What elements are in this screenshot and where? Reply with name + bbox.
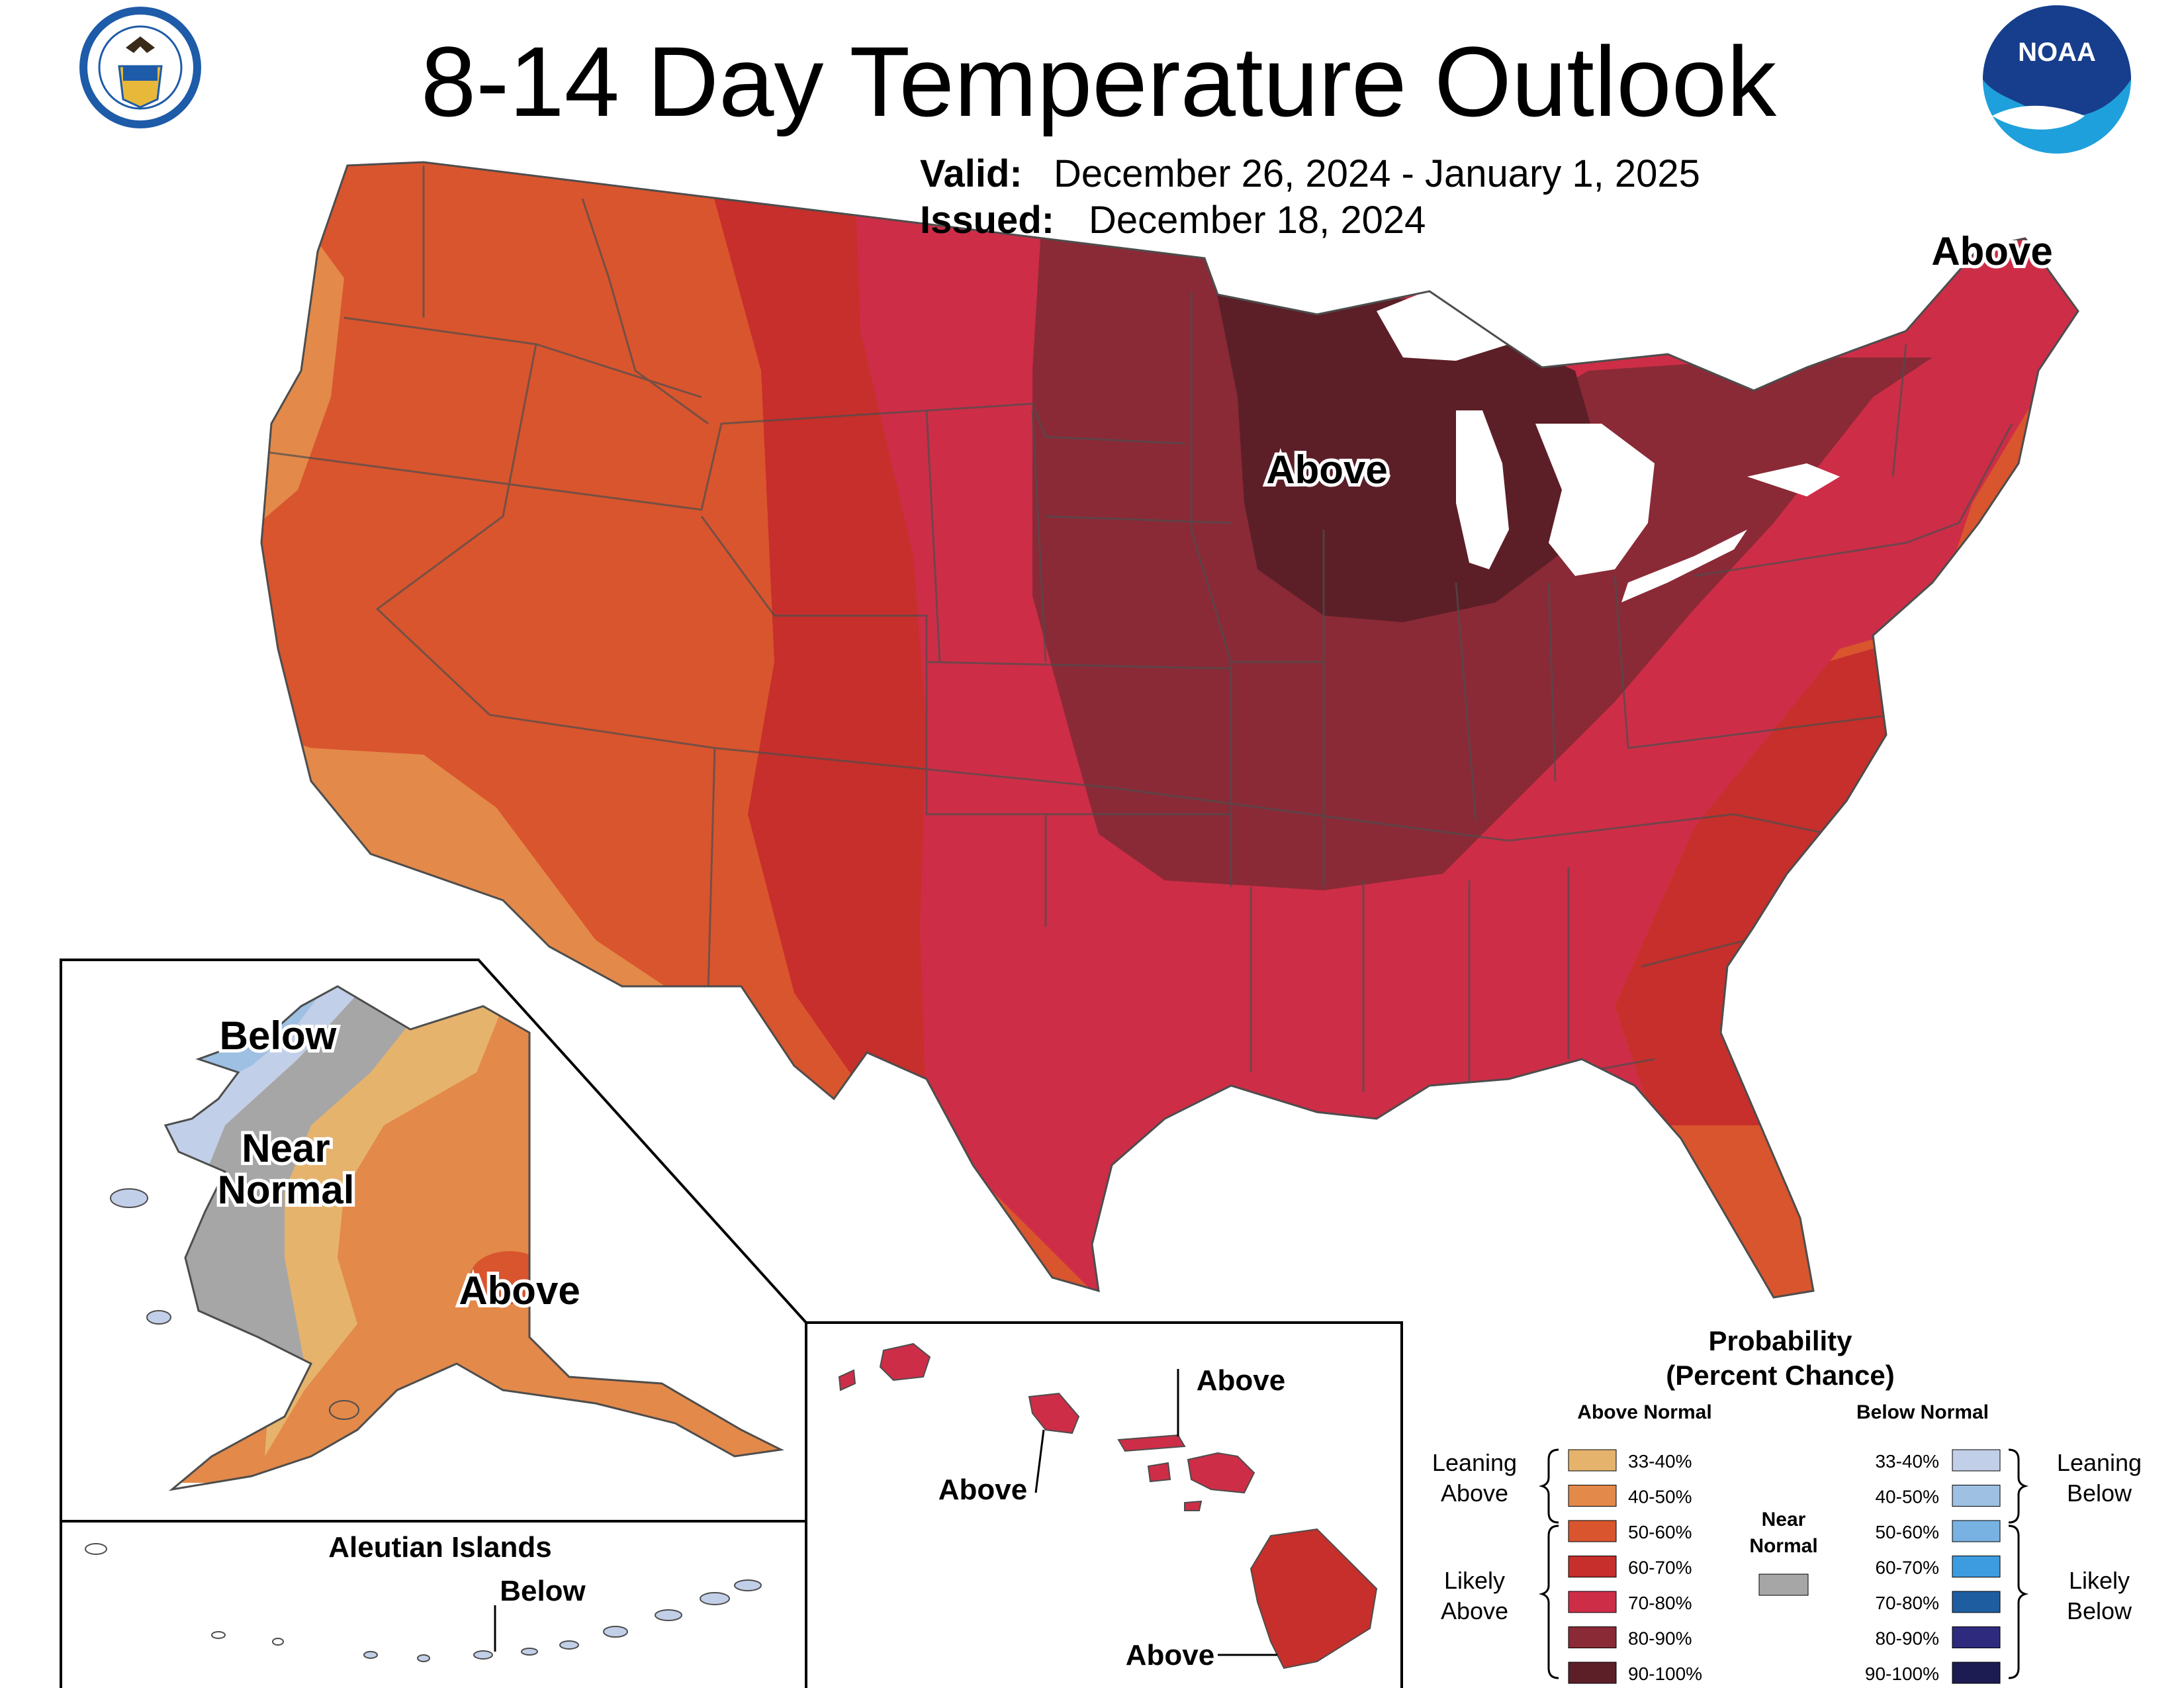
legend-below-swatch-6 <box>1952 1662 2001 1684</box>
issued-date: December 18, 2024 <box>1089 199 1426 242</box>
lake-huron-erie-ontario <box>1535 424 1840 602</box>
hawaii-oahu <box>1028 1392 1080 1434</box>
hawaii-niihau <box>838 1369 856 1391</box>
legend-below-swatch-4 <box>1952 1591 2001 1613</box>
legend: Probability (Percent Chance) Above Norma… <box>1432 1325 2142 1684</box>
page-title: 8-14 Day Temperature Outlook <box>421 26 1777 137</box>
legend-below-swatches: 33-40% 40-50% 50-60% 60-70% 70-80% 80-90% 90-1… <box>1865 1449 2001 1684</box>
legend-below-swatch-3 <box>1952 1556 2001 1577</box>
legend-below-range-label-0: 33-40% <box>1875 1451 1939 1472</box>
noaa-logo: NOAA <box>1983 5 2131 154</box>
legend-above-range-label-1: 40-50% <box>1628 1487 1692 1507</box>
alaska-near-label-2: Normal <box>218 1168 355 1212</box>
legend-below-swatch-5 <box>1952 1626 2001 1648</box>
issued-label: Issued: <box>920 199 1054 242</box>
conus-northeast-label: Above <box>1931 229 2052 273</box>
legend-near-normal-swatch <box>1758 1573 1809 1596</box>
legend-above-swatches: 33-40% 40-50% 50-60% 60-70% 70-80% 80-90% 90-1… <box>1568 1449 1702 1684</box>
hawaii-maui-label: Above <box>1197 1364 1285 1397</box>
legend-above-swatch-5 <box>1568 1626 1617 1648</box>
legend-likely-below-1: Likely <box>2069 1567 2130 1594</box>
legend-above-range-label-5: 80-90% <box>1628 1628 1692 1649</box>
legend-title-2: (Percent Chance) <box>1666 1360 1894 1391</box>
legend-above-swatch-2 <box>1568 1520 1617 1542</box>
legend-above-swatch-6 <box>1568 1662 1617 1684</box>
alaska-above-label: Above <box>459 1268 580 1313</box>
legend-leaning-above-1: Leaning <box>1432 1449 1517 1476</box>
legend-title-1: Probability <box>1708 1325 1852 1356</box>
conus-60-70-zone <box>702 162 1985 1258</box>
legend-above-swatch-3 <box>1568 1556 1617 1577</box>
alaska-inset: Below Near Normal Above <box>60 959 807 1523</box>
legend-above-range-label-6: 90-100% <box>1628 1664 1702 1684</box>
legend-likely-above-2: Above <box>1441 1597 1508 1624</box>
state-borders <box>261 165 2013 1092</box>
legend-above-range-label-3: 60-70% <box>1628 1558 1692 1578</box>
hawaii-inset: Above Above Above <box>805 1321 1403 1688</box>
legend-leaning-above-2: Above <box>1441 1479 1508 1507</box>
legend-near-label-2: Normal <box>1749 1535 1817 1557</box>
legend-brackets <box>1538 1448 2029 1679</box>
valid-dates: December 26, 2024 - January 1, 2025 <box>1054 152 1700 195</box>
aleutian-below-label: Below <box>500 1575 586 1607</box>
hawaii-big-island-label: Above <box>1126 1639 1214 1671</box>
lake-superior <box>1377 271 1588 361</box>
hawaii-kahoolawe <box>1184 1500 1203 1511</box>
conus-upper-midwest-label: Above <box>1266 447 1387 492</box>
valid-label: Valid: <box>920 152 1023 195</box>
legend-below-range-label-4: 70-80% <box>1875 1593 1939 1613</box>
lake-michigan <box>1456 410 1509 569</box>
legend-above-range-label-4: 70-80% <box>1628 1593 1692 1613</box>
alaska-below-label: Below <box>220 1013 337 1058</box>
legend-above-swatch-0 <box>1568 1449 1617 1472</box>
aleutian-islands <box>85 1543 762 1662</box>
conus-40-50-zone <box>261 162 695 1059</box>
legend-above-range-label-2: 50-60% <box>1628 1522 1692 1542</box>
hawaii-big-island <box>1250 1528 1378 1669</box>
legend-above-swatch-1 <box>1568 1485 1617 1507</box>
legend-below-range-label-2: 50-60% <box>1875 1522 1939 1542</box>
hawaii-lanai <box>1147 1462 1171 1483</box>
legend-likely-below-2: Below <box>2067 1597 2132 1624</box>
hawaii-oahu-label: Above <box>938 1474 1027 1506</box>
legend-above-range-label-0: 33-40% <box>1628 1451 1692 1472</box>
legend-below-range-label-1: 40-50% <box>1875 1487 1939 1507</box>
legend-near-label-1: Near <box>1762 1509 1806 1530</box>
conus-outline <box>260 161 2079 1299</box>
aleutian-inset: Aleutian Islands Below <box>60 1520 807 1688</box>
noaa-logo-text: NOAA <box>2018 38 2096 67</box>
legend-below-swatch-0 <box>1952 1449 2001 1472</box>
hawaii-molokai <box>1117 1434 1186 1452</box>
legend-leaning-below-1: Leaning <box>2057 1449 2142 1476</box>
legend-below-header: Below Normal <box>1856 1401 1989 1423</box>
legend-leaning-below-2: Below <box>2067 1479 2132 1507</box>
legend-below-range-label-3: 60-70% <box>1875 1558 1939 1578</box>
hawaii-kauai <box>879 1342 931 1382</box>
aleutian-title: Aleutian Islands <box>328 1531 551 1564</box>
alaska-near-label-1: Near <box>242 1126 330 1170</box>
legend-below-swatch-1 <box>1952 1485 2001 1507</box>
legend-above-swatch-4 <box>1568 1591 1617 1613</box>
legend-below-range-label-5: 80-90% <box>1875 1628 1939 1649</box>
legend-below-swatch-2 <box>1952 1520 2001 1542</box>
commerce-seal <box>79 7 201 128</box>
legend-likely-above-1: Likely <box>1444 1567 1505 1594</box>
legend-above-header: Above Normal <box>1577 1401 1711 1423</box>
alaska-outline <box>163 985 784 1491</box>
legend-below-range-label-6: 90-100% <box>1865 1664 1939 1684</box>
hawaii-maui <box>1187 1452 1255 1494</box>
